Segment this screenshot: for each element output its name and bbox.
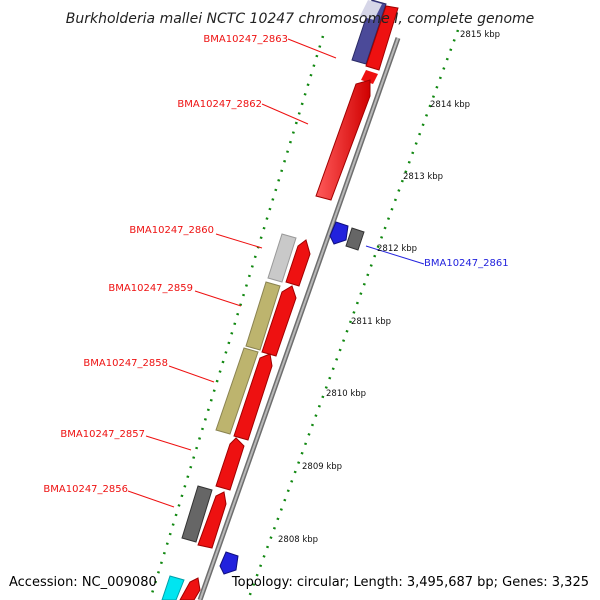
reverse-features [219, 221, 365, 575]
ruler-label: 2809 kbp [302, 462, 342, 472]
accession-label: Accession: NC_009080 [9, 575, 157, 590]
ruler-label: 2813 kbp [403, 172, 443, 182]
gene-feature[interactable] [219, 551, 239, 575]
gene-labels: BMA10247_2863 BMA10247_2862 BMA10247_286… [43, 34, 508, 495]
gene-feature[interactable] [360, 0, 382, 20]
ruler-label: 2812 kbp [377, 244, 417, 254]
gene-label[interactable]: BMA10247_2857 [60, 429, 145, 440]
gene-feature[interactable] [179, 577, 201, 600]
gene-feature[interactable] [329, 221, 349, 245]
gene-feature[interactable] [285, 239, 311, 287]
label-leaders [127, 38, 425, 508]
gene-feature[interactable] [197, 491, 227, 549]
gene-feature[interactable] [267, 233, 297, 283]
gene-label[interactable]: BMA10247_2856 [43, 484, 128, 495]
gene-feature[interactable] [161, 575, 185, 600]
gene-feature[interactable] [261, 285, 297, 357]
gene-feature[interactable] [345, 227, 365, 251]
gene-feature[interactable] [233, 353, 273, 441]
gene-label[interactable]: BMA10247_2861 [424, 258, 509, 269]
gene-feature[interactable] [245, 281, 281, 351]
gene-feature[interactable] [351, 0, 387, 65]
gene-feature[interactable] [361, 70, 378, 84]
gene-label[interactable]: BMA10247_2863 [203, 34, 288, 45]
forward-features [161, 0, 399, 600]
map-title: Burkholderia mallei NCTC 10247 chromosom… [66, 11, 535, 27]
ruler-label: 2814 kbp [430, 100, 470, 110]
backbone [197, 37, 401, 600]
ruler-label: 2810 kbp [326, 389, 366, 399]
gene-feature[interactable] [181, 485, 213, 543]
gene-label[interactable]: BMA10247_2859 [108, 283, 193, 294]
ruler-labels: 2815 kbp 2814 kbp 2813 kbp 2812 kbp 2811… [278, 30, 500, 545]
gene-label[interactable]: BMA10247_2860 [129, 225, 214, 236]
ruler-label: 2808 kbp [278, 535, 318, 545]
ruler-label: 2815 kbp [460, 30, 500, 40]
genome-summary: Topology: circular; Length: 3,495,687 bp… [231, 575, 589, 590]
gene-feature[interactable] [365, 5, 399, 71]
gene-feature[interactable] [315, 79, 371, 201]
gene-label[interactable]: BMA10247_2858 [83, 358, 168, 369]
tick-tracks [148, 29, 460, 600]
gene-feature[interactable] [215, 347, 259, 435]
ruler-label: 2811 kbp [351, 317, 391, 327]
gene-label[interactable]: BMA10247_2862 [177, 99, 262, 110]
gene-feature[interactable] [215, 437, 245, 491]
